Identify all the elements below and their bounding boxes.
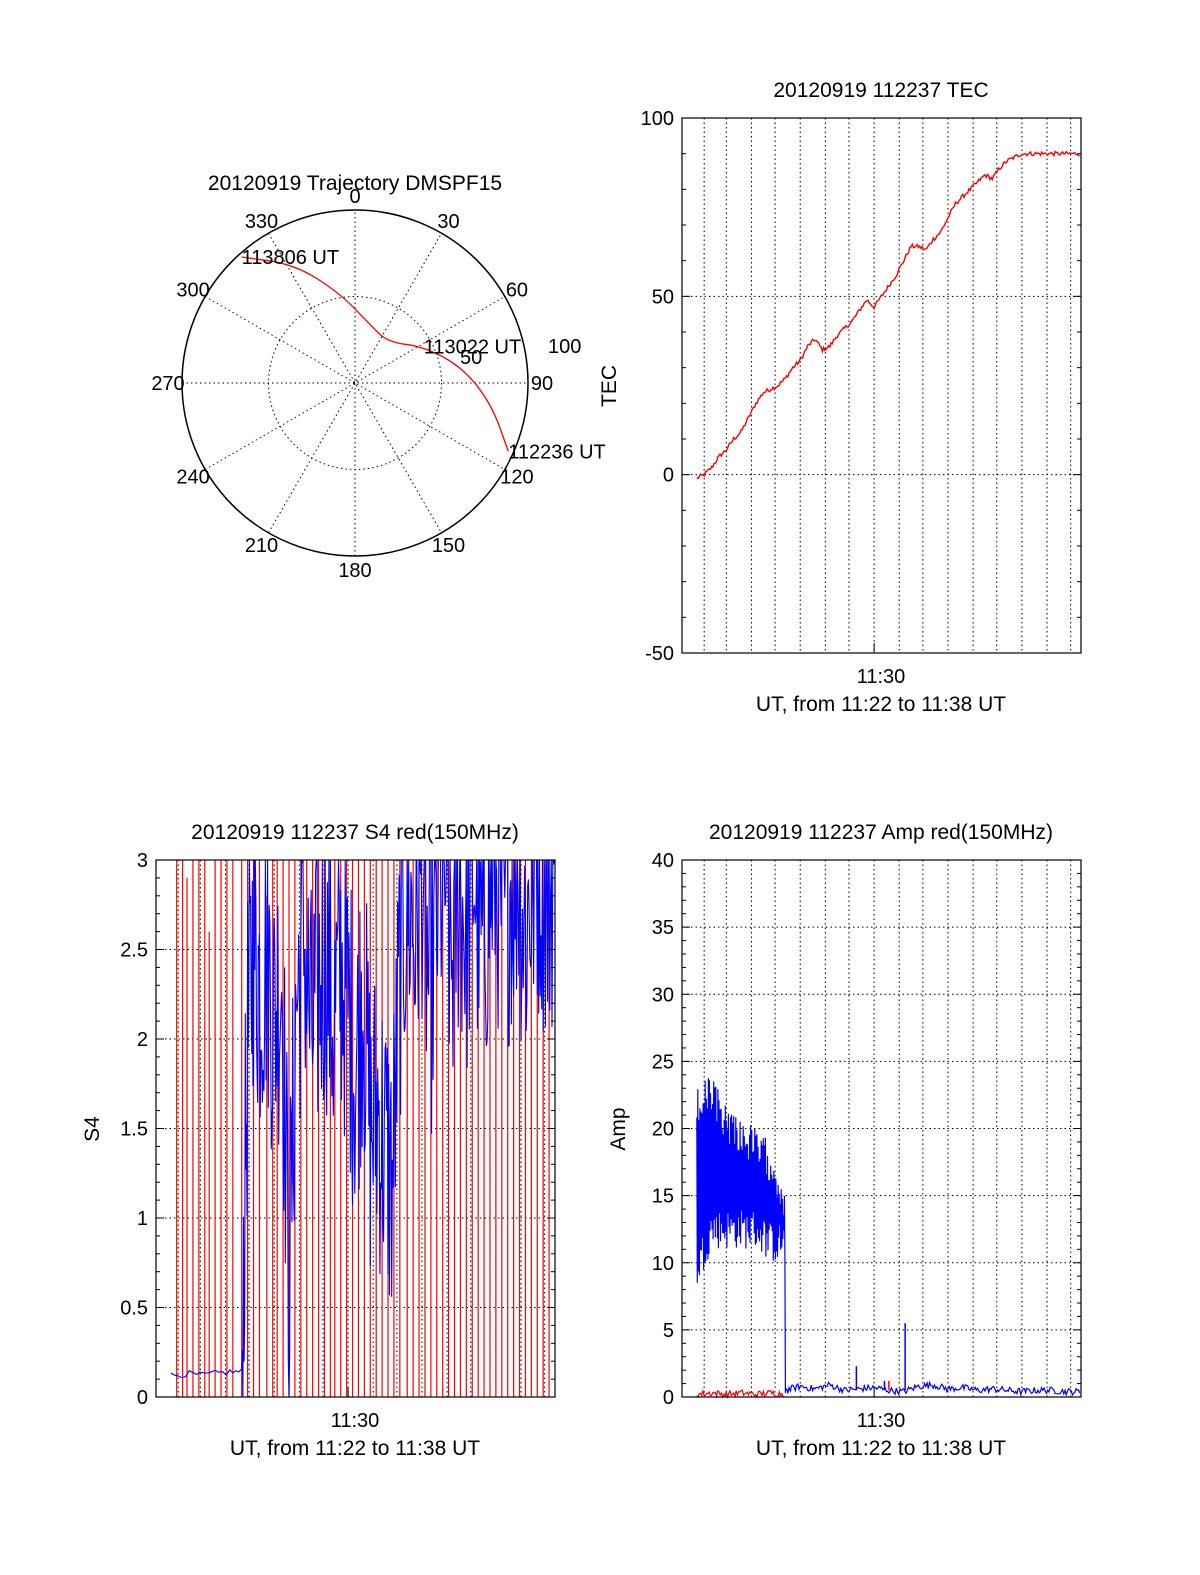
amp-series	[696, 1078, 1081, 1400]
y-tick-label: 0	[663, 1387, 674, 1409]
amp-ylabel: Amp	[607, 1107, 630, 1150]
y-tick-label: 2.5	[120, 940, 148, 962]
polar-outer-circle	[181, 209, 529, 557]
polar-azimuth-label: 60	[506, 280, 528, 302]
polar-inner-circle	[268, 296, 442, 470]
y-tick-label: 0	[137, 1387, 148, 1409]
y-tick-label: 0	[663, 465, 674, 487]
polar-spoke	[268, 232, 442, 534]
y-tick-label: 10	[652, 1253, 674, 1275]
polar-azimuth-label: 300	[176, 280, 209, 302]
y-tick-label: 30	[652, 984, 674, 1006]
amp-title: 20120919 112237 Amp red(150MHz)	[709, 821, 1053, 844]
amp-blue-line-0	[696, 1078, 786, 1394]
trajectory-annotation-end: 113806 UT	[242, 247, 339, 269]
tec-plot-frame	[681, 117, 1082, 654]
polar-spoke	[268, 232, 442, 534]
y-tick-label: 15	[652, 1186, 674, 1208]
amp-xlabel: UT, from 11:22 to 11:38 UT	[756, 1437, 1006, 1460]
amp-panel: 20120919 112237 Amp red(150MHz) 0 5 10 15 20…	[607, 821, 1082, 1460]
s4-title: 20120919 112237 S4 red(150MHz)	[191, 821, 519, 844]
polar-azimuth-label: 150	[432, 535, 465, 557]
tec-series-line	[696, 150, 1081, 480]
polar-azimuth-label: 120	[500, 467, 533, 489]
polar-radial-label-50: 50	[460, 347, 482, 369]
amp-x-tick-label: 11:30	[857, 1410, 906, 1432]
y-tick-label: 35	[652, 917, 674, 939]
y-tick-label: 50	[652, 286, 674, 308]
y-tick-label: 5	[663, 1320, 674, 1342]
trajectory-track	[241, 256, 509, 452]
polar-radial-label-100: 100	[548, 336, 581, 358]
y-tick-label: 100	[641, 108, 674, 130]
y-tick-label: 40	[652, 850, 674, 872]
trajectory-annotation-mid: 113022 UT	[424, 337, 521, 359]
s4-x-tick-label: 11:30	[331, 1410, 380, 1432]
tec-panel: 20120919 112237 TEC -50 0 50 100 11:30 UT, …	[598, 79, 1082, 716]
tec-title: 20120919 112237 TEC	[773, 79, 988, 102]
y-tick-label: 20	[652, 1119, 674, 1141]
polar-azimuth-label: 0	[349, 186, 360, 208]
y-tick-label: 3	[137, 850, 148, 872]
tec-xlabel: UT, from 11:22 to 11:38 UT	[756, 693, 1006, 716]
polar-azimuth-label: 30	[437, 211, 459, 233]
amp-red-line-2	[696, 1388, 785, 1400]
polar-azimuth-label: 270	[151, 373, 184, 395]
s4-red-series	[176, 860, 550, 1397]
y-tick-label: 0.5	[120, 1298, 148, 1320]
y-tick-label: 2	[137, 1029, 148, 1051]
trajectory-annotation-start: 112236 UT	[508, 441, 605, 463]
trajectory-panel: 20120919 Trajectory DMSPF15 0 30 60 90 120 15…	[151, 172, 605, 582]
s4-panel: 20120919 112237 S4 red(150MHz) 0 0.5 1 1.5 2…	[81, 821, 556, 1460]
polar-azimuth-label: 90	[531, 373, 553, 395]
y-tick-label: 1	[137, 1208, 148, 1230]
tec-ylabel: TEC	[598, 365, 621, 407]
tec-x-tick-label: 11:30	[857, 666, 906, 688]
y-tick-label: 1.5	[120, 1119, 148, 1141]
amp-blue-line-1	[784, 1380, 1081, 1397]
s4-ylabel: S4	[81, 1116, 104, 1142]
y-tick-label: 25	[652, 1051, 674, 1073]
trajectory-title: 20120919 Trajectory DMSPF15	[208, 172, 502, 195]
polar-azimuth-label: 240	[176, 467, 209, 489]
polar-azimuth-label: 210	[245, 535, 278, 557]
polar-azimuth-label: 330	[245, 211, 278, 233]
s4-xlabel: UT, from 11:22 to 11:38 UT	[230, 1437, 480, 1460]
polar-spoke	[204, 296, 506, 470]
y-tick-label: -50	[645, 643, 674, 665]
polar-spoke	[204, 296, 506, 470]
polar-azimuth-label: 180	[338, 560, 371, 582]
